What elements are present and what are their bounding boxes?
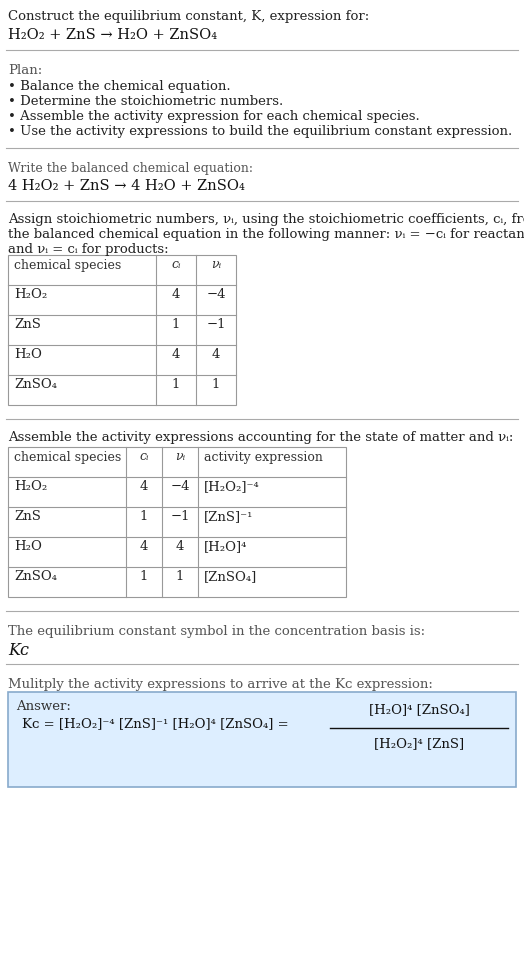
Text: 1: 1	[176, 571, 184, 583]
Text: chemical species: chemical species	[14, 259, 121, 271]
Text: Kᴄ = [H₂O₂]⁻⁴ [ZnS]⁻¹ [H₂O]⁴ [ZnSO₄] =: Kᴄ = [H₂O₂]⁻⁴ [ZnS]⁻¹ [H₂O]⁴ [ZnSO₄] =	[22, 717, 289, 731]
Text: • Balance the chemical equation.: • Balance the chemical equation.	[8, 80, 231, 93]
Text: 1: 1	[172, 318, 180, 332]
Text: 4: 4	[212, 348, 220, 362]
Text: ZnSO₄: ZnSO₄	[14, 571, 57, 583]
Text: • Assemble the activity expression for each chemical species.: • Assemble the activity expression for e…	[8, 110, 420, 123]
Text: Kᴄ: Kᴄ	[8, 642, 29, 659]
Text: Answer:: Answer:	[16, 700, 71, 713]
Text: νᵢ: νᵢ	[175, 451, 185, 463]
Text: 4: 4	[172, 348, 180, 362]
Text: [H₂O₂]⁴ [ZnS]: [H₂O₂]⁴ [ZnS]	[374, 737, 464, 751]
Text: Assemble the activity expressions accounting for the state of matter and νᵢ:: Assemble the activity expressions accoun…	[8, 431, 514, 444]
Text: H₂O: H₂O	[14, 541, 42, 553]
Text: −1: −1	[206, 318, 226, 332]
Text: Construct the equilibrium constant, K, expression for:: Construct the equilibrium constant, K, e…	[8, 10, 369, 23]
Text: 1: 1	[172, 379, 180, 391]
Text: [ZnSO₄]: [ZnSO₄]	[204, 571, 257, 583]
Text: 4: 4	[140, 480, 148, 494]
Text: [ZnS]⁻¹: [ZnS]⁻¹	[204, 510, 254, 524]
Text: 1: 1	[212, 379, 220, 391]
Text: [H₂O]⁴ [ZnSO₄]: [H₂O]⁴ [ZnSO₄]	[368, 704, 470, 716]
Text: • Determine the stoichiometric numbers.: • Determine the stoichiometric numbers.	[8, 95, 283, 108]
Text: ZnSO₄: ZnSO₄	[14, 379, 57, 391]
FancyBboxPatch shape	[8, 692, 516, 787]
Text: [H₂O]⁴: [H₂O]⁴	[204, 541, 247, 553]
Text: and νᵢ = cᵢ for products:: and νᵢ = cᵢ for products:	[8, 243, 169, 256]
Bar	[8, 447, 346, 597]
Text: Mulitply the activity expressions to arrive at the Kᴄ expression:: Mulitply the activity expressions to arr…	[8, 678, 433, 691]
Text: 4: 4	[176, 541, 184, 553]
Text: cᵢ: cᵢ	[171, 259, 181, 271]
Text: [H₂O₂]⁻⁴: [H₂O₂]⁻⁴	[204, 480, 260, 494]
Text: 1: 1	[140, 510, 148, 524]
Text: νᵢ: νᵢ	[211, 259, 221, 271]
Bar	[8, 255, 236, 405]
Text: activity expression: activity expression	[204, 451, 323, 463]
Text: H₂O₂ + ZnS → H₂O + ZnSO₄: H₂O₂ + ZnS → H₂O + ZnSO₄	[8, 28, 217, 42]
Text: chemical species: chemical species	[14, 451, 121, 463]
Text: 4: 4	[172, 289, 180, 301]
Text: 1: 1	[140, 571, 148, 583]
Text: −4: −4	[206, 289, 226, 301]
Text: −1: −1	[170, 510, 190, 524]
Text: H₂O₂: H₂O₂	[14, 480, 47, 494]
Text: ZnS: ZnS	[14, 510, 41, 524]
Text: cᵢ: cᵢ	[139, 451, 149, 463]
Text: ZnS: ZnS	[14, 318, 41, 332]
Text: the balanced chemical equation in the following manner: νᵢ = −cᵢ for reactants: the balanced chemical equation in the fo…	[8, 228, 524, 241]
Text: • Use the activity expressions to build the equilibrium constant expression.: • Use the activity expressions to build …	[8, 125, 512, 138]
Text: Plan:: Plan:	[8, 64, 42, 77]
Text: H₂O₂: H₂O₂	[14, 289, 47, 301]
Text: The equilibrium constant symbol in the concentration basis is:: The equilibrium constant symbol in the c…	[8, 625, 425, 638]
Text: Write the balanced chemical equation:: Write the balanced chemical equation:	[8, 162, 253, 175]
Text: 4: 4	[140, 541, 148, 553]
Text: 4 H₂O₂ + ZnS → 4 H₂O + ZnSO₄: 4 H₂O₂ + ZnS → 4 H₂O + ZnSO₄	[8, 179, 245, 193]
Text: Assign stoichiometric numbers, νᵢ, using the stoichiometric coefficients, cᵢ, fr: Assign stoichiometric numbers, νᵢ, using…	[8, 213, 524, 226]
Text: H₂O: H₂O	[14, 348, 42, 362]
Text: −4: −4	[170, 480, 190, 494]
